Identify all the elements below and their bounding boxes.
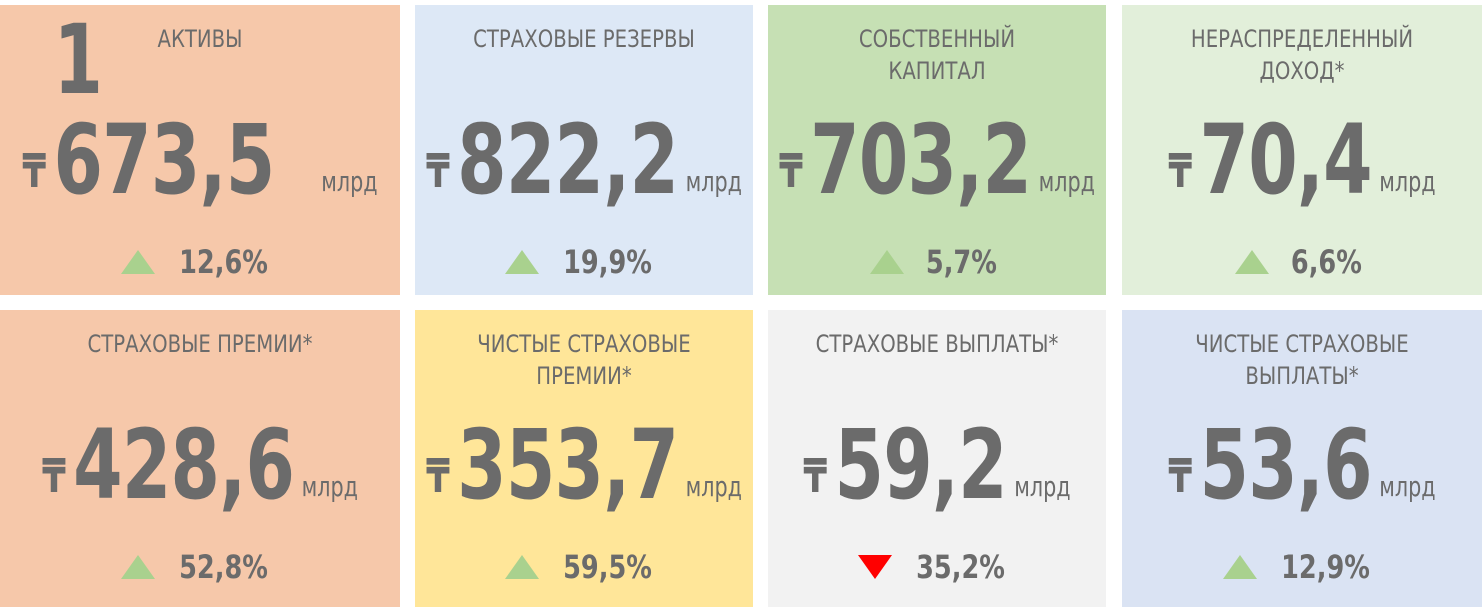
value-row: ₸ 353,7 млрд xyxy=(426,405,742,521)
value: 353,7 xyxy=(457,409,679,521)
trend-arrow xyxy=(121,250,156,274)
card-title: ЧИСТЫЕ СТРАХОВЫЕ ВЫПЛАТЫ* xyxy=(1195,330,1409,390)
change-row: 6,6% xyxy=(1122,243,1482,281)
arrow-up xyxy=(121,250,156,274)
card-title: СОБСТВЕННЫЙ КАПИТАЛ xyxy=(858,25,1016,85)
change: 12,9% xyxy=(1281,548,1371,586)
kpi-card: ЧИСТЫЕ СТРАХОВЫЕ ПРЕМИИ* ₸ 353,7 млрд 59,5% xyxy=(415,310,753,607)
currency: ₸ xyxy=(1168,449,1193,503)
value-row: ₸ 59,2 млрд xyxy=(782,405,1091,515)
value: 59,2 xyxy=(834,409,1008,521)
value: 1 673,5 xyxy=(53,4,275,216)
value: 428,6 xyxy=(73,409,295,521)
change-row: 5,7% xyxy=(768,243,1106,281)
change: 59,5% xyxy=(563,548,653,586)
card-title: СТРАХОВЫЕ РЕЗЕРВЫ xyxy=(473,25,695,53)
card-title: АКТИВЫ xyxy=(157,25,243,53)
trend-arrow xyxy=(1234,250,1269,274)
unit: млрд xyxy=(1014,470,1071,503)
unit: млрд xyxy=(1379,470,1436,503)
arrow-up xyxy=(1223,555,1258,579)
value: 822,2 xyxy=(457,104,679,216)
kpi-card: НЕРАСПРЕДЕЛЕННЫЙ ДОХОД* ₸ 70,4 млрд 6,6% xyxy=(1122,5,1482,295)
value: 53,6 xyxy=(1199,409,1373,521)
currency: ₸ xyxy=(779,144,803,198)
unit: млрд xyxy=(1379,165,1436,198)
value: 70,4 xyxy=(1199,104,1373,216)
arrow-up xyxy=(505,555,540,579)
currency: ₸ xyxy=(803,449,828,503)
change: 19,9% xyxy=(563,243,653,281)
kpi-card: СТРАХОВЫЕ ПРЕМИИ* ₸ 428,6 млрд 52,8% xyxy=(0,310,400,607)
trend-arrow xyxy=(858,555,893,579)
kpi-card: АКТИВЫ ₸ 1 673,5 млрд 12,6% xyxy=(0,5,400,295)
trend-arrow xyxy=(505,555,540,579)
arrow-up xyxy=(1234,250,1269,274)
value-row: ₸ 53,6 млрд xyxy=(1139,405,1465,515)
kpi-card: СТРАХОВЫЕ ВЫПЛАТЫ* ₸ 59,2 млрд 35,2% xyxy=(768,310,1106,607)
card-title: ЧИСТЫЕ СТРАХОВЫЕ ПРЕМИИ* xyxy=(477,330,691,390)
currency: ₸ xyxy=(426,449,450,503)
arrow-down xyxy=(858,555,893,579)
currency: ₸ xyxy=(426,144,450,198)
kpi-card: ЧИСТЫЕ СТРАХОВЫЕ ВЫПЛАТЫ* ₸ 53,6 млрд 12,9% xyxy=(1122,310,1482,607)
change-row: 52,8% xyxy=(0,548,400,586)
trend-arrow xyxy=(869,250,904,274)
change: 6,6% xyxy=(1290,243,1362,281)
card-title: СТРАХОВЫЕ ПРЕМИИ* xyxy=(87,330,313,358)
arrow-up xyxy=(869,250,904,274)
trend-arrow xyxy=(121,555,156,579)
trend-arrow xyxy=(1223,555,1258,579)
arrow-up xyxy=(121,555,156,579)
change-row: 35,2% xyxy=(768,548,1106,586)
currency: ₸ xyxy=(42,449,66,503)
currency: ₸ xyxy=(22,144,47,198)
currency: ₸ xyxy=(1168,144,1193,198)
value-row: ₸ 1 673,5 млрд xyxy=(22,10,378,210)
value-row: ₸ 703,2 млрд xyxy=(779,100,1095,216)
kpi-card: СТРАХОВЫЕ РЕЗЕРВЫ ₸ 822,2 млрд 19,9% xyxy=(415,5,753,295)
change: 5,7% xyxy=(925,243,997,281)
card-title: НЕРАСПРЕДЕЛЕННЫЙ ДОХОД* xyxy=(1190,25,1414,85)
card-title: СТРАХОВЫЕ ВЫПЛАТЫ* xyxy=(815,330,1059,358)
unit: млрд xyxy=(321,165,378,198)
unit: млрд xyxy=(301,470,358,503)
change-row: 59,5% xyxy=(415,548,753,586)
change: 35,2% xyxy=(916,548,1006,586)
change-row: 12,9% xyxy=(1122,548,1482,586)
arrow-up xyxy=(505,250,540,274)
trend-arrow xyxy=(505,250,540,274)
change: 12,6% xyxy=(179,243,269,281)
value-row: ₸ 822,2 млрд xyxy=(426,100,742,216)
kpi-card: СОБСТВЕННЫЙ КАПИТАЛ ₸ 703,2 млрд 5,7% xyxy=(768,5,1106,295)
change-row: 19,9% xyxy=(415,243,753,281)
change: 52,8% xyxy=(179,548,269,586)
unit: млрд xyxy=(685,470,742,503)
value: 703,2 xyxy=(810,104,1032,216)
unit: млрд xyxy=(1038,165,1095,198)
change-row: 12,6% xyxy=(0,243,400,281)
unit: млрд xyxy=(685,165,742,198)
value-row: ₸ 70,4 млрд xyxy=(1139,100,1465,210)
value-row: ₸ 428,6 млрд xyxy=(22,405,377,515)
